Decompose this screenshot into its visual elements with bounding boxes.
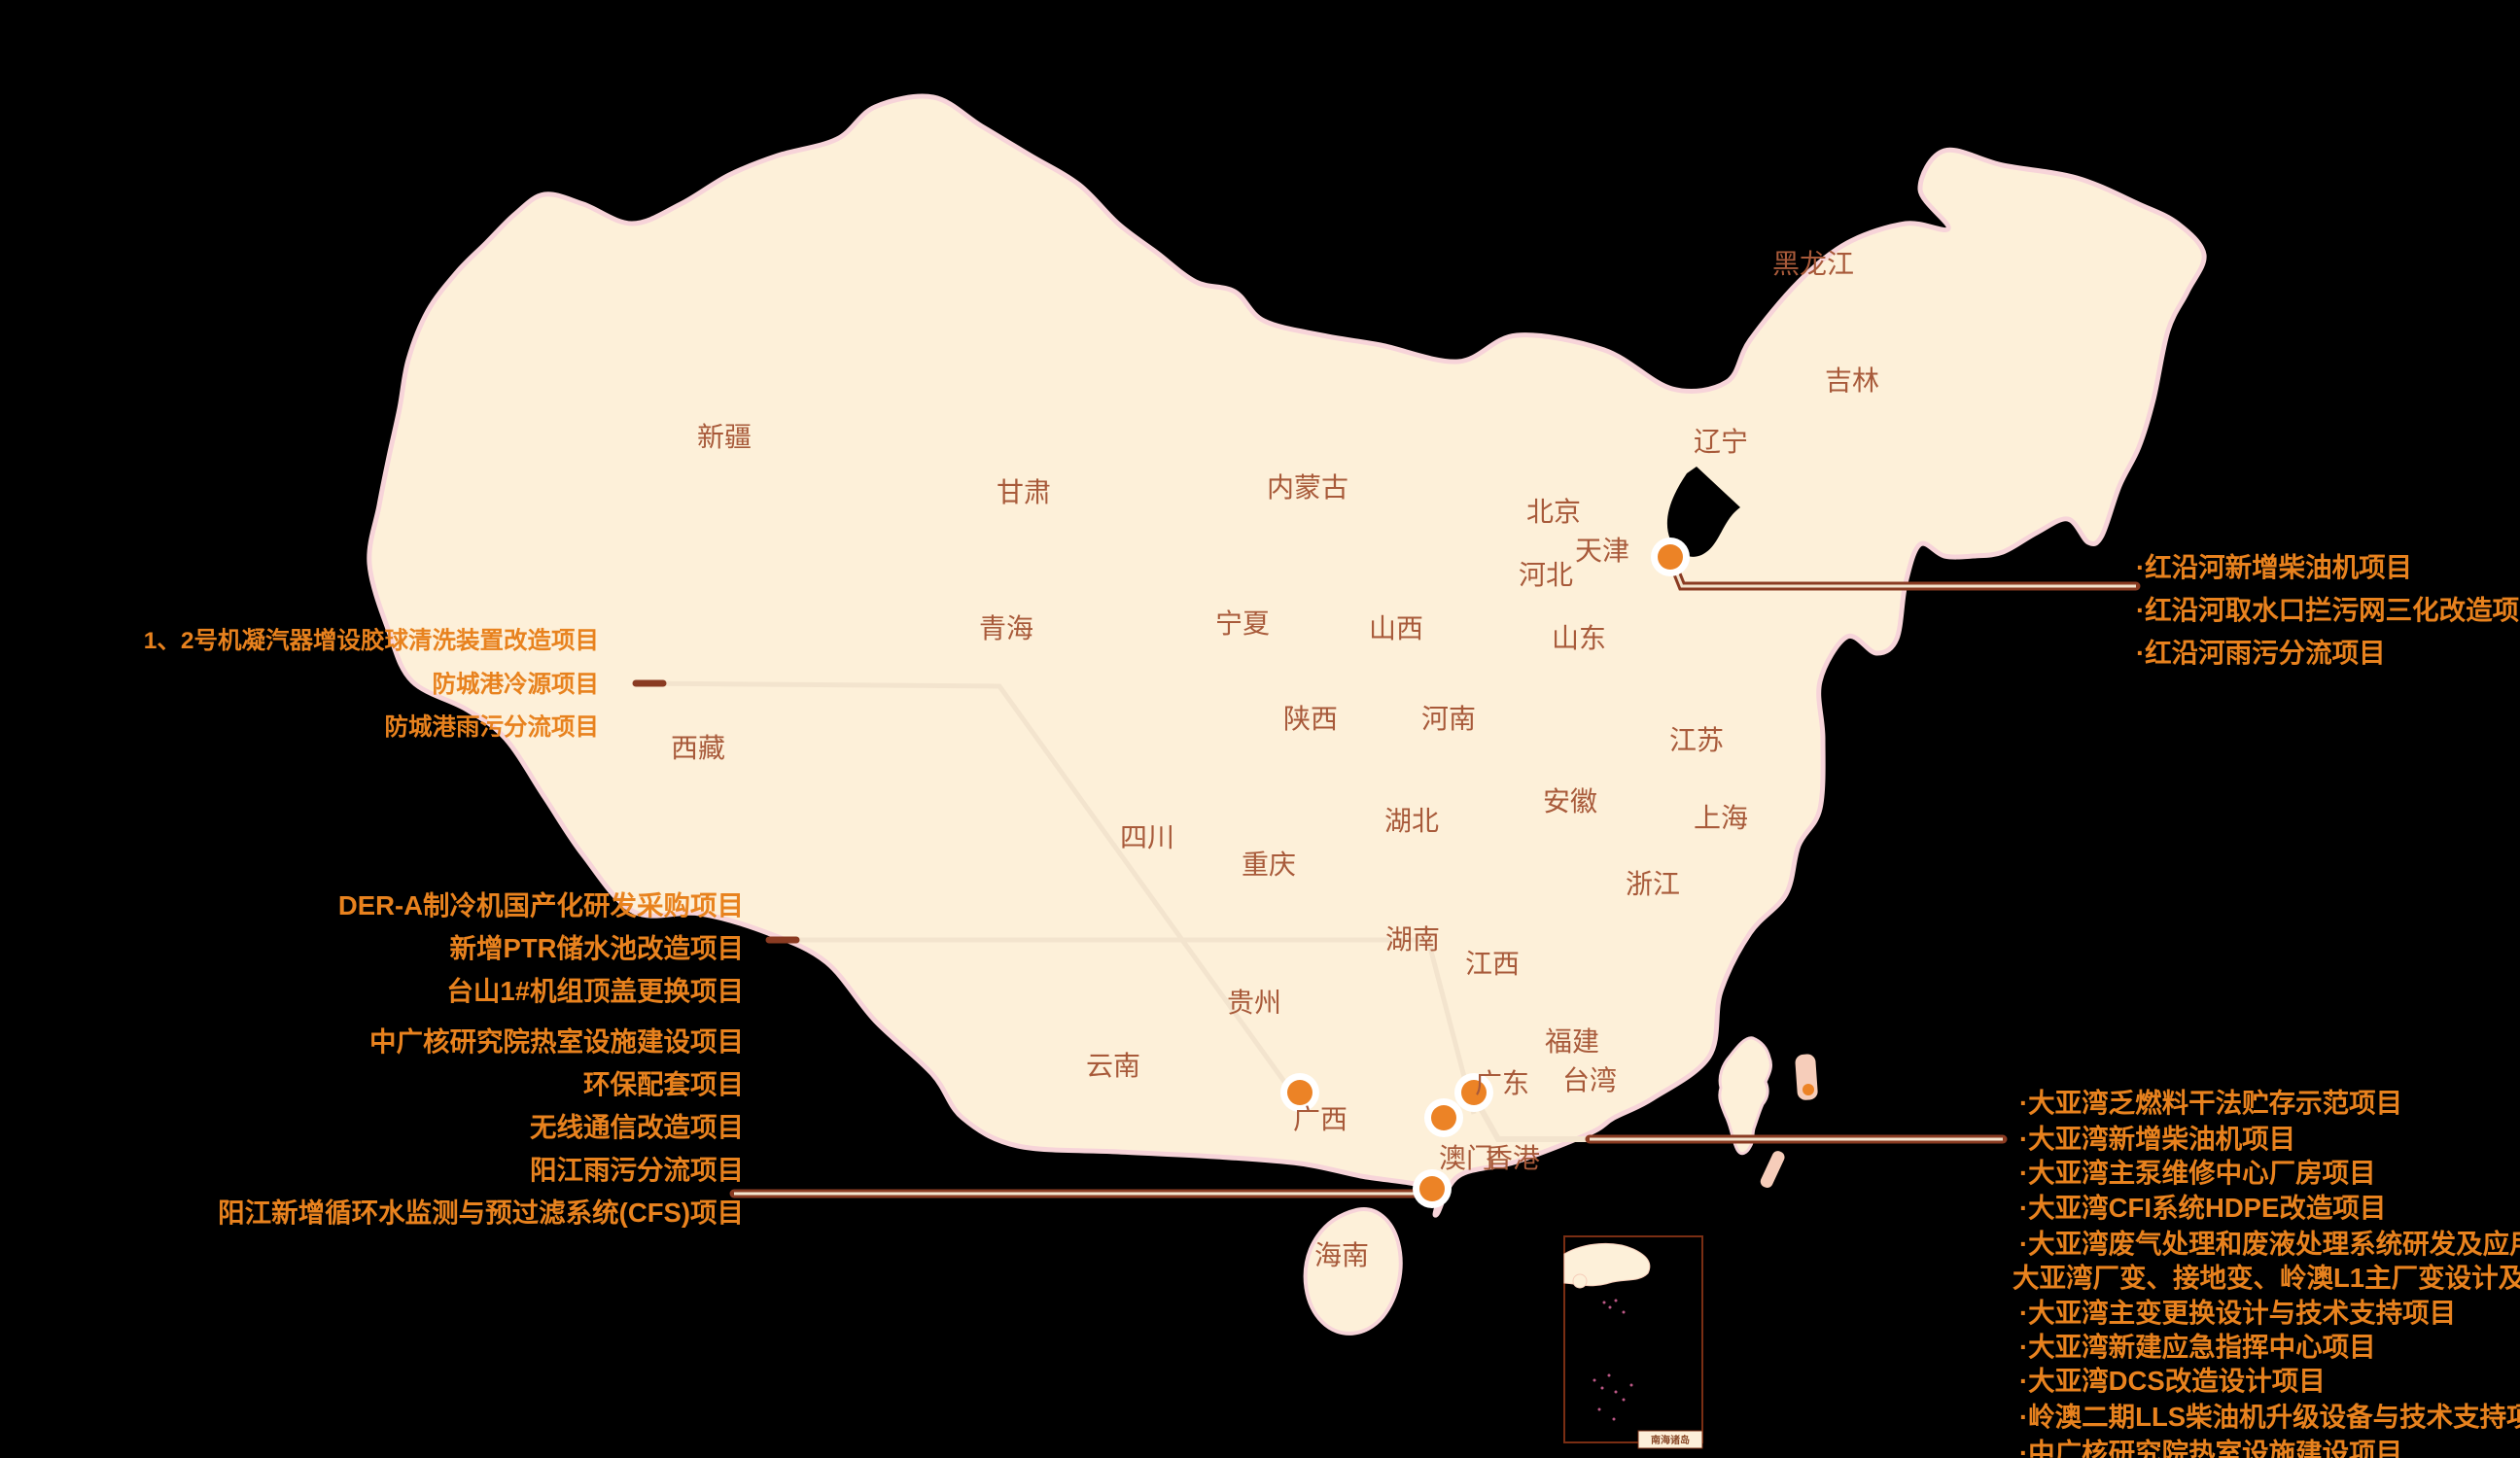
svg-text:南海诸岛: 南海诸岛 [1651,1434,1690,1446]
